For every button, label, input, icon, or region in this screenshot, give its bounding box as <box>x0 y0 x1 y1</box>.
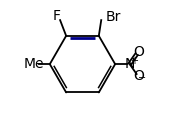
Text: O: O <box>133 45 144 59</box>
Text: N: N <box>125 57 135 71</box>
Text: O: O <box>133 69 144 83</box>
Text: +: + <box>130 56 138 65</box>
Text: Br: Br <box>106 10 121 24</box>
Text: F: F <box>53 9 61 23</box>
Text: −: − <box>138 73 146 83</box>
Text: Me: Me <box>24 57 44 71</box>
